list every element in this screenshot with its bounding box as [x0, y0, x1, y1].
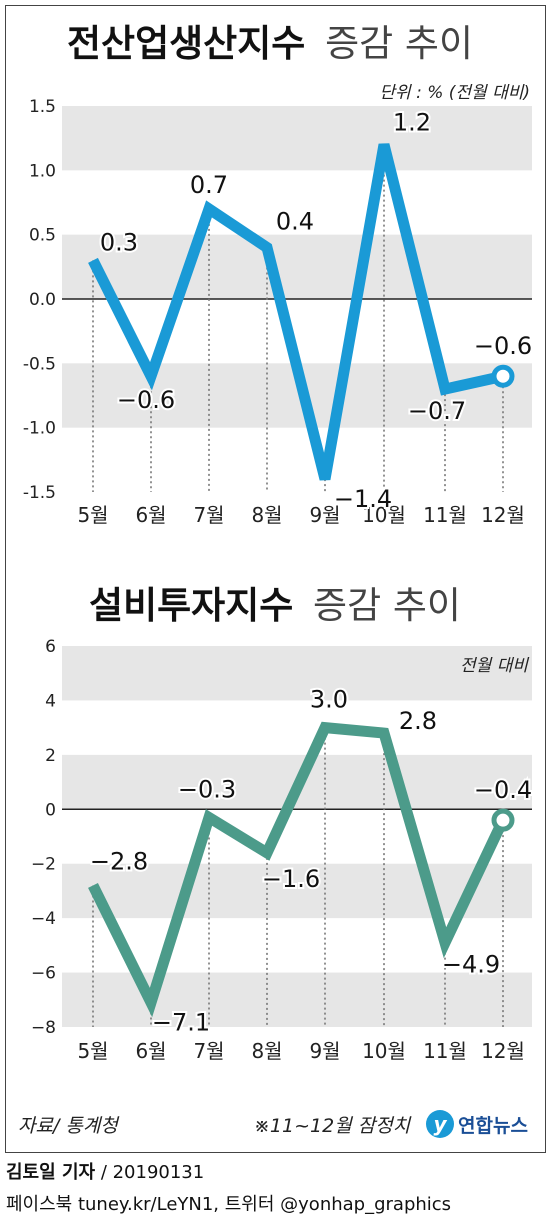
- y-tick-label: 1.0: [29, 161, 56, 181]
- x-tick-label: 5월: [77, 1039, 108, 1063]
- data-label: −4.9: [442, 951, 500, 979]
- y-tick-label: −6: [31, 964, 56, 984]
- last-point-marker: [491, 364, 515, 388]
- grid-band: [62, 646, 532, 701]
- x-tick-label: 12월: [481, 503, 525, 527]
- series-line: [88, 143, 505, 481]
- data-label: −1.6: [262, 865, 320, 893]
- x-tick-label: 6월: [135, 1039, 166, 1063]
- x-tick-label: 9월: [309, 1039, 340, 1063]
- source-text: 자료/ 통계청: [18, 1115, 120, 1137]
- data-label: −0.6: [117, 386, 175, 414]
- logo-icon: [426, 1110, 454, 1138]
- provisional-note: ※11~12월 잠정치: [254, 1115, 412, 1137]
- grid-band: [62, 106, 532, 171]
- y-tick-label: 6: [45, 637, 56, 657]
- data-label: 1.2: [393, 109, 431, 137]
- data-label: −0.7: [408, 397, 466, 425]
- y-tick-label: -1.5: [23, 483, 56, 503]
- data-label: −2.8: [90, 847, 148, 875]
- data-label: 0.7: [190, 171, 228, 199]
- sns-line: 페이스북 tuney.kr/LeYN1, 트위터 @yonhap_graphic…: [6, 1194, 452, 1215]
- x-tick-label: 7월: [193, 503, 224, 527]
- x-tick-label: 10월: [362, 1039, 406, 1063]
- logo-icon-glyph: y: [433, 1112, 447, 1136]
- x-tick-label: 6월: [135, 503, 166, 527]
- x-tick-label: 7월: [193, 1039, 224, 1063]
- author-line: 김토일 기자 / 20190131: [6, 1158, 204, 1184]
- y-tick-label: 0.0: [29, 290, 56, 310]
- y-tick-label: -1.0: [23, 419, 56, 439]
- unit-note: 전월 대비: [460, 656, 529, 676]
- y-tick-label: 2: [45, 746, 56, 766]
- grid-band: [62, 863, 532, 919]
- y-tick-label: 4: [45, 691, 56, 711]
- data-label: −0.3: [178, 775, 236, 803]
- data-label: 0.3: [100, 228, 138, 256]
- y-tick-label: -0.5: [23, 354, 56, 374]
- chart-facility-investment: 6 4 2 0 −2 −4 −6 −8 5월 6월 7월 8월 9월 10월 11월 12월 −2.8 −7.…: [31, 584, 534, 1063]
- data-label: 0.4: [276, 208, 314, 236]
- data-label: −1.4: [334, 485, 392, 513]
- data-label: 2.8: [399, 707, 437, 735]
- chart-industrial-production: 1.5 1.0 0.5 0.0 -0.5 -1.0 -1.5 5월 6월 7월 8월 9월 10월 11…: [23, 22, 534, 527]
- y-tick-label: −4: [31, 909, 56, 929]
- y-tick-label: 0.5: [29, 226, 56, 246]
- y-tick-label: 0: [45, 800, 56, 820]
- x-tick-label: 11월: [423, 1039, 467, 1063]
- chart-title: 전산업생산지수 증감 추이: [67, 22, 473, 65]
- data-label: −0.4: [474, 776, 532, 804]
- x-tick-label: 8월: [251, 1039, 282, 1063]
- series-line: [88, 721, 508, 1018]
- x-tick-label: 12월: [481, 1039, 525, 1063]
- chart-title: 설비투자지수 증감 추이: [89, 584, 461, 627]
- data-label: 3.0: [310, 686, 348, 714]
- data-label: −7.1: [152, 1009, 210, 1037]
- x-tick-label: 10월: [362, 503, 406, 527]
- author-name: 김토일 기자: [6, 1162, 96, 1183]
- x-tick-label: 5월: [77, 503, 108, 527]
- unit-note: 단위 : % (전월 대비): [379, 83, 530, 103]
- y-tick-label: −2: [31, 855, 56, 875]
- x-tick-label: 9월: [309, 503, 340, 527]
- last-point-marker: [491, 808, 515, 832]
- grid-band: [62, 972, 532, 1027]
- yonhap-logo: y 연합뉴스: [426, 1110, 528, 1138]
- y-tick-label: 1.5: [29, 97, 56, 117]
- x-tick-label: 8월: [251, 503, 282, 527]
- logo-text: 연합뉴스: [458, 1115, 528, 1137]
- x-tick-label: 11월: [423, 503, 467, 527]
- y-tick-label: −8: [31, 1018, 56, 1038]
- data-label: −0.6: [474, 332, 532, 360]
- infographic-frame: [5, 5, 546, 1153]
- grid-band: [62, 234, 532, 299]
- publish-date: / 20190131: [100, 1162, 205, 1183]
